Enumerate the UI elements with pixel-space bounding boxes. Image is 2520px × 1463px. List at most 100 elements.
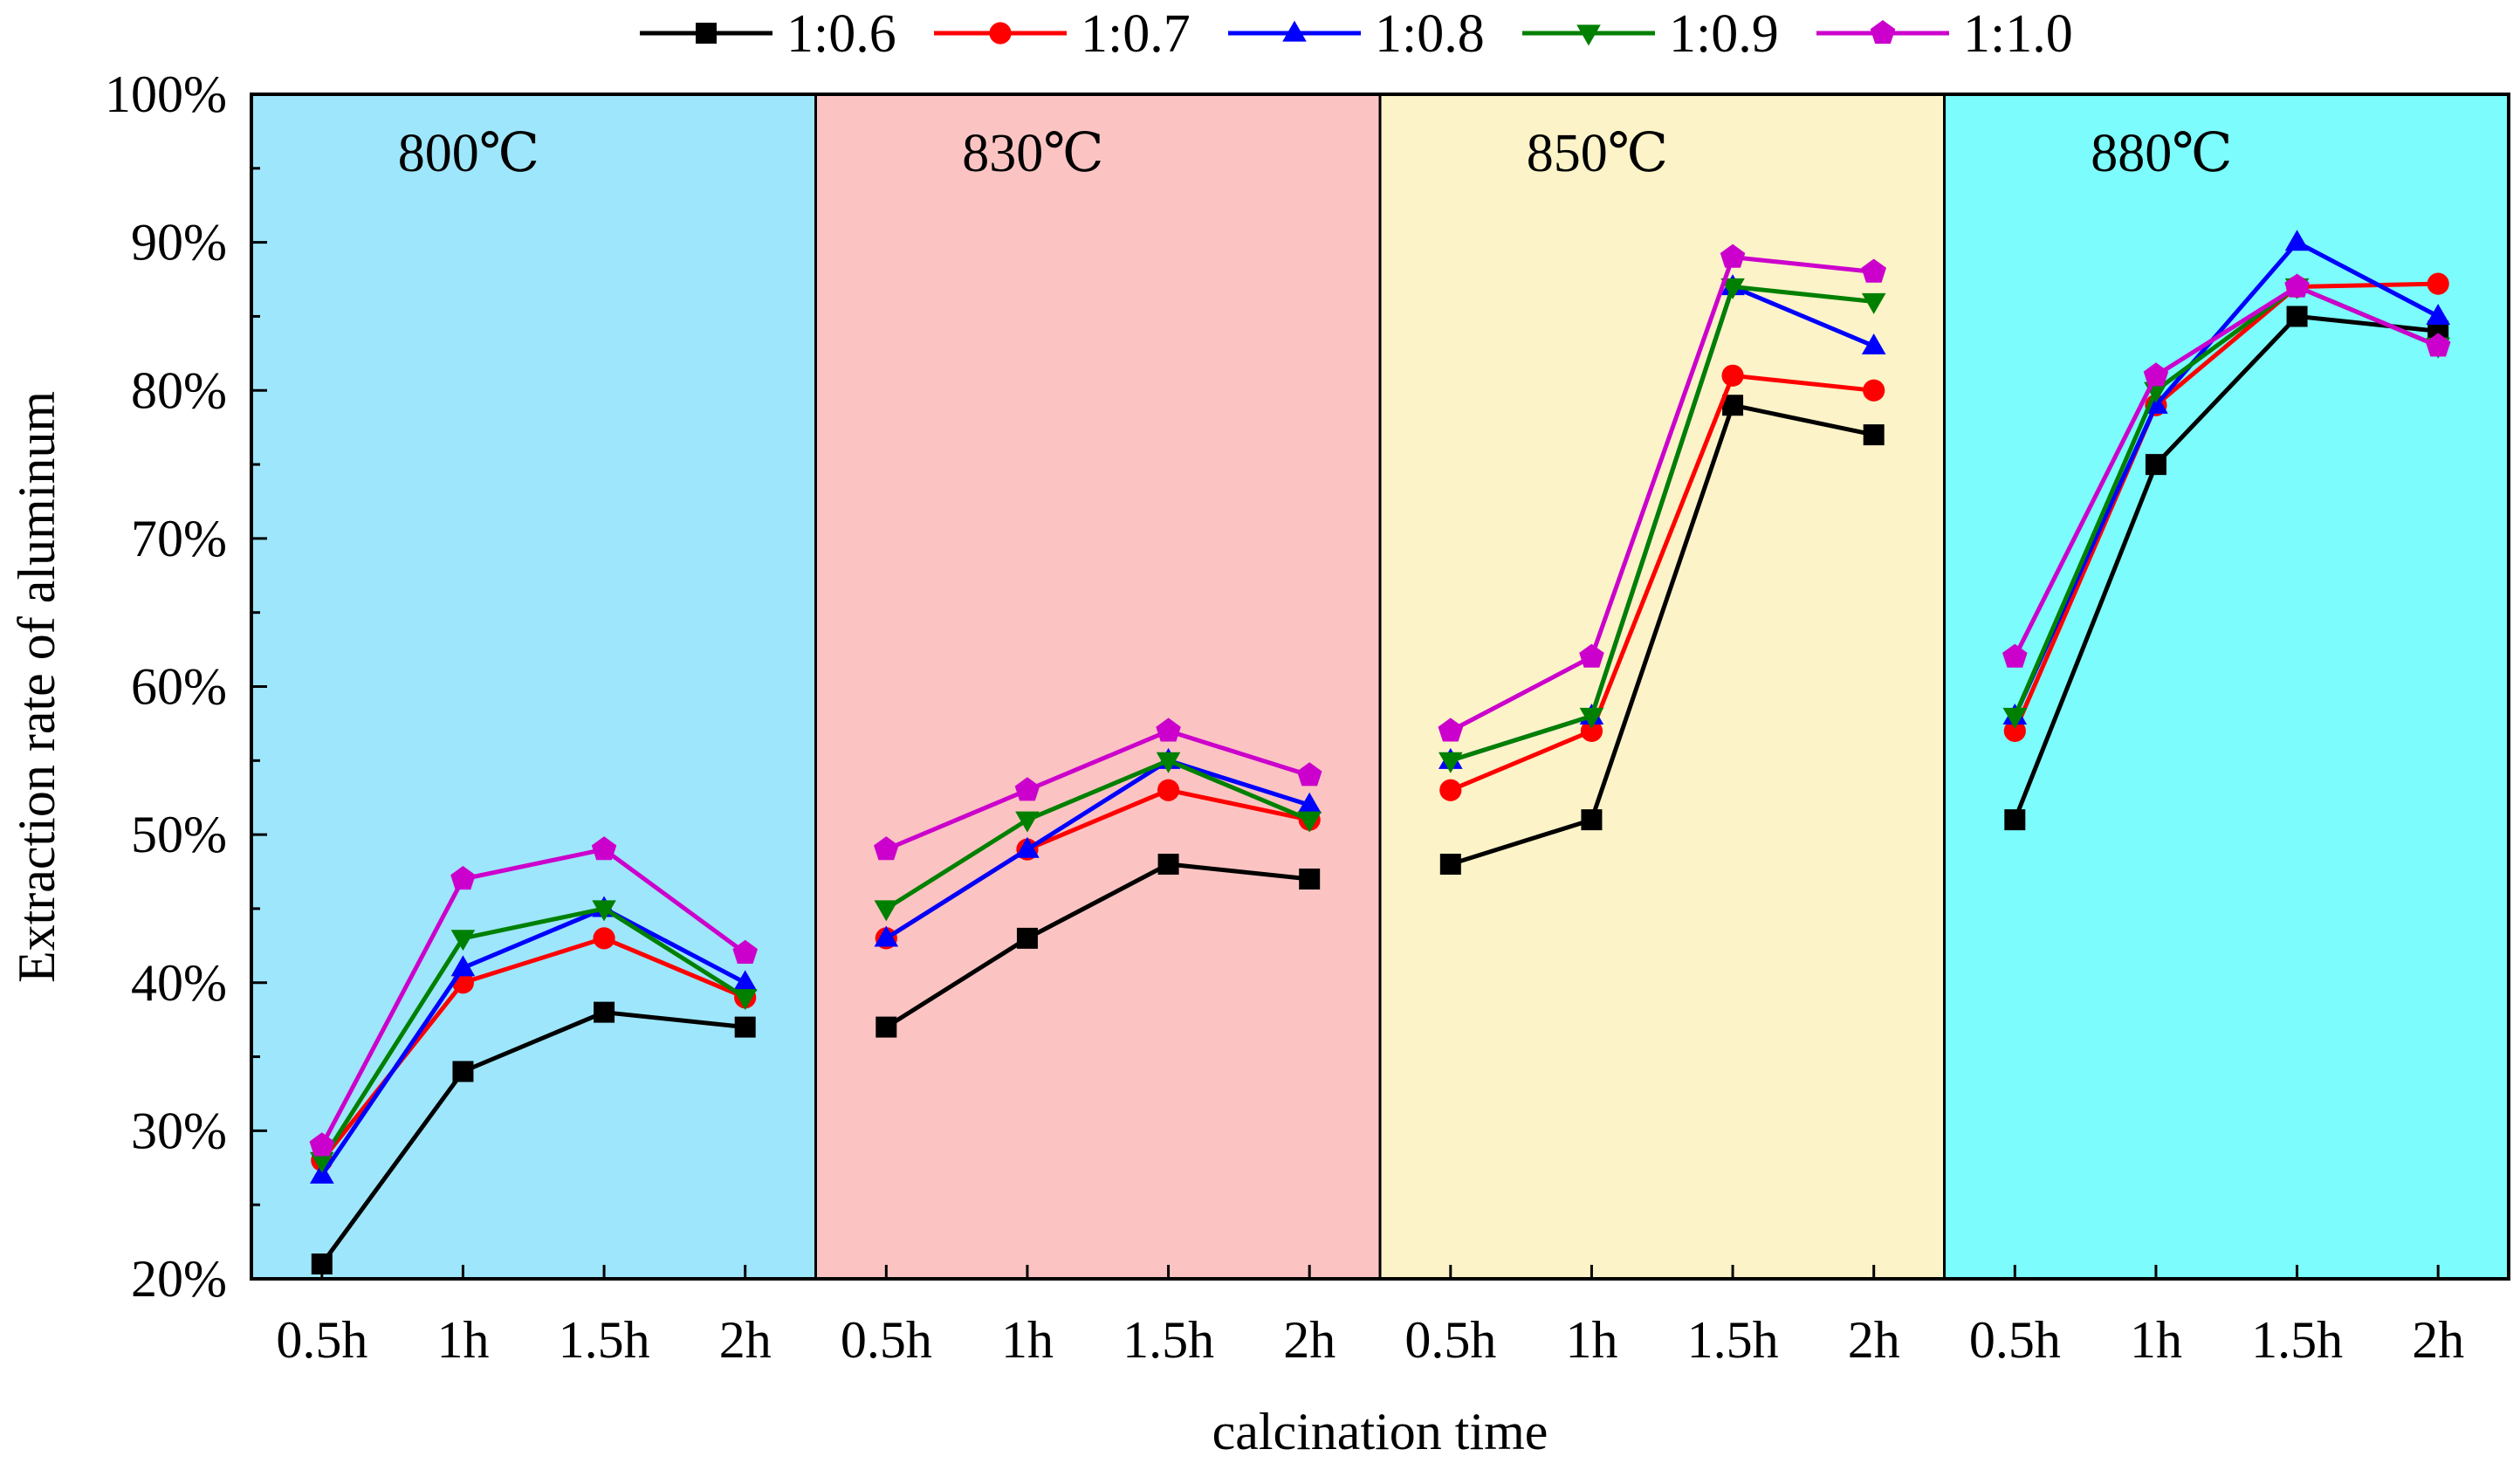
legend: 1:0.6 1:0.7 1:0.8 1:0.9 1:1.0 xyxy=(640,4,2073,64)
data-point xyxy=(1861,333,1886,354)
data-point xyxy=(1579,707,1604,729)
y-axis-title: Extraction rate of aluminum xyxy=(8,391,65,983)
data-point xyxy=(2427,272,2449,295)
legend-item: 1:0.8 xyxy=(1228,4,1485,64)
legend-marker xyxy=(1282,20,1307,42)
data-point xyxy=(2002,643,2028,668)
data-point xyxy=(450,955,476,977)
x-tick-label: 1.5h xyxy=(1687,1311,1779,1369)
data-point xyxy=(1157,779,1180,801)
data-point xyxy=(1015,836,1040,858)
data-point xyxy=(2143,362,2169,387)
panel-background-3 xyxy=(1380,94,1945,1279)
legend-item: 1:1.0 xyxy=(1816,4,2073,64)
series-line xyxy=(2012,313,2439,821)
data-point xyxy=(1580,719,1603,742)
x-tick-label: 0.5h xyxy=(841,1311,932,1369)
data-point xyxy=(592,900,616,922)
data-point xyxy=(1579,643,1604,668)
data-point xyxy=(732,939,758,964)
data-point xyxy=(1297,792,1322,814)
legend-label: 1:0.8 xyxy=(1375,4,1485,64)
series-1:0.7 xyxy=(311,272,2449,1171)
x-tick-label: 1h xyxy=(2130,1311,2182,1369)
data-point xyxy=(732,970,758,992)
data-point xyxy=(875,1016,897,1038)
data-point xyxy=(1722,395,1744,416)
x-tick-label: 0.5h xyxy=(1969,1311,2061,1369)
legend-item: 1:0.6 xyxy=(640,4,896,64)
y-tick-label: 40% xyxy=(131,954,227,1012)
data-point xyxy=(874,925,899,947)
data-point xyxy=(732,989,758,1011)
legend-label: 1:0.6 xyxy=(786,4,896,64)
panel-background-1 xyxy=(251,94,816,1279)
x-tick-label: 0.5h xyxy=(1404,1311,1496,1369)
series-line xyxy=(2013,281,2439,732)
data-point xyxy=(2004,809,2026,831)
data-point xyxy=(734,1016,756,1038)
series-line xyxy=(2013,285,2440,658)
data-point xyxy=(1439,854,1461,876)
data-point xyxy=(2145,454,2166,476)
y-tick-label: 50% xyxy=(131,806,227,863)
series-line xyxy=(319,906,747,1162)
x-tick-label: 2h xyxy=(1283,1311,1336,1369)
x-tick-label: 1h xyxy=(436,1311,489,1369)
data-point xyxy=(1157,854,1179,876)
legend-marker xyxy=(696,23,717,44)
series-1:1.0 xyxy=(309,244,2451,1157)
series-line xyxy=(319,1010,745,1266)
x-tick-label: 1.5h xyxy=(2251,1311,2343,1369)
x-axis: 0.5h 1h 1.5h 2h 0.5h 1h 1.5h 2h 0.5h 1h 1.5h 2h 0.5h… xyxy=(276,1265,2464,1369)
data-point xyxy=(2426,304,2450,326)
data-point xyxy=(1297,811,1322,833)
panel-background-4 xyxy=(1944,94,2509,1279)
series-line xyxy=(1450,402,1875,867)
data-point xyxy=(1439,779,1462,801)
y-tick-label: 70% xyxy=(131,510,227,567)
data-point xyxy=(1863,424,1885,446)
y-tick-label: 100% xyxy=(105,65,227,123)
data-point xyxy=(874,900,899,922)
x-tick-label: 0.5h xyxy=(276,1311,367,1369)
data-point xyxy=(1861,258,1886,283)
series-line xyxy=(319,847,747,1147)
data-point xyxy=(310,1162,334,1184)
data-point xyxy=(1296,762,1322,786)
legend-marker xyxy=(1870,20,1896,45)
data-point xyxy=(450,930,476,951)
panel-labels: 800℃ 830℃ 850℃ 880℃ xyxy=(398,124,2233,183)
x-tick-label: 1.5h xyxy=(1123,1311,1214,1369)
panel-background-2 xyxy=(815,94,1380,1279)
y-tick-label: 30% xyxy=(131,1102,227,1159)
legend-label: 1:0.7 xyxy=(1081,4,1191,64)
legend-marker xyxy=(989,22,1012,45)
data-point xyxy=(1863,379,1885,402)
x-tick-label: 1.5h xyxy=(559,1311,650,1369)
data-point xyxy=(1861,292,1886,314)
data-point xyxy=(2425,333,2451,357)
legend-label: 1:0.9 xyxy=(1669,4,1779,64)
series-line xyxy=(885,728,1310,852)
series-line xyxy=(1449,373,1874,793)
series-line xyxy=(319,906,746,1177)
data-point xyxy=(452,1061,474,1082)
x-tick-label: 1h xyxy=(1565,1311,1617,1369)
data-point xyxy=(2427,320,2449,342)
panel-label-4: 880℃ xyxy=(2091,124,2232,183)
data-point xyxy=(1156,752,1181,773)
y-tick-label: 80% xyxy=(131,361,227,419)
data-point xyxy=(310,1151,334,1173)
data-point xyxy=(1721,364,1744,387)
x-tick-label: 2h xyxy=(719,1311,772,1369)
panel-backgrounds xyxy=(251,94,2509,1279)
y-axis: 20% 30% 40% 50% 60% 70% 80% 90% 100% xyxy=(105,65,267,1308)
series-line xyxy=(2013,240,2440,718)
data-point xyxy=(1720,244,1746,268)
legend-label: 1:1.0 xyxy=(1963,4,2073,64)
y-tick-label: 90% xyxy=(131,214,227,271)
series-1:0.6 xyxy=(311,306,2449,1275)
panel-label-2: 830℃ xyxy=(962,124,1103,183)
data-point xyxy=(2284,230,2310,251)
